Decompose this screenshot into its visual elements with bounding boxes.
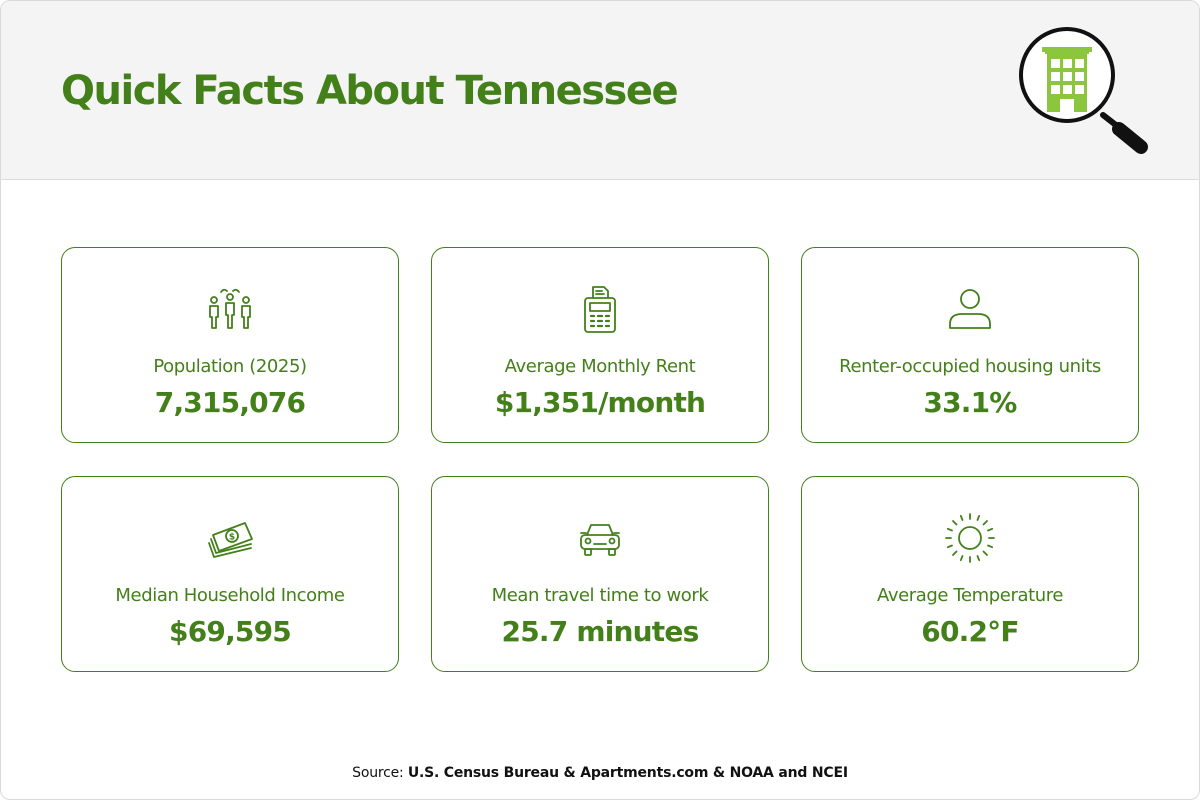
card-value: $1,351/month [494, 386, 706, 419]
fact-card-income: $ Median Household Income $69,595 [61, 476, 399, 672]
header: Quick Facts About Tennessee [1, 1, 1199, 180]
person-icon [949, 289, 991, 329]
card-label: Median Household Income [115, 585, 345, 606]
source-prefix: Source: [352, 765, 404, 781]
card-value: $69,595 [169, 615, 292, 648]
svg-text:$: $ [229, 533, 235, 543]
card-label: Population (2025) [153, 356, 307, 377]
fact-card-temperature: Average Temperature 60.2°F [801, 476, 1139, 672]
rent-calculator-icon [584, 286, 616, 333]
card-value: 33.1% [923, 386, 1017, 419]
building-magnifier-icon [1019, 27, 1148, 154]
fact-card-travel-time: Mean travel time to work 25.7 minutes [431, 476, 769, 672]
money-icon: $ [208, 522, 253, 558]
car-icon [580, 524, 620, 556]
card-value: 25.7 minutes [501, 615, 700, 648]
card-label: Average Temperature [876, 585, 1064, 606]
fact-card-rent: Average Monthly Rent $1,351/month [431, 247, 769, 443]
page-title: Quick Facts About Tennessee [61, 68, 679, 114]
fact-card-population: Population (2025) 7,315,076 [61, 247, 399, 443]
sun-icon [945, 513, 995, 563]
card-label: Average Monthly Rent [504, 356, 696, 377]
card-label: Renter-occupied housing units [839, 356, 1101, 377]
source-note: Source: U.S. Census Bureau & Apartments.… [1, 765, 1199, 781]
card-value: 60.2°F [921, 615, 1019, 648]
source-text: U.S. Census Bureau & Apartments.com & NO… [407, 765, 848, 781]
card-value: 7,315,076 [154, 386, 306, 419]
card-label: Mean travel time to work [491, 585, 709, 606]
people-group-icon [209, 288, 251, 329]
fact-card-renter-occupied: Renter-occupied housing units 33.1% [801, 247, 1139, 443]
